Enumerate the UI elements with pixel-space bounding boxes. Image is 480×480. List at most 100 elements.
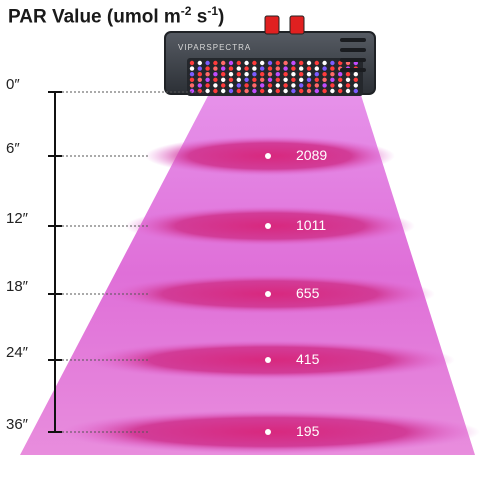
vent-slot bbox=[340, 48, 366, 52]
led bbox=[221, 88, 226, 94]
led bbox=[236, 88, 241, 94]
led bbox=[197, 83, 202, 88]
chart-title: PAR Value (umol m-2 s-1) bbox=[8, 4, 224, 28]
led bbox=[322, 66, 327, 71]
led bbox=[322, 77, 327, 83]
led bbox=[299, 83, 304, 88]
led bbox=[189, 88, 195, 94]
par-value-label: 415 bbox=[296, 351, 320, 367]
led bbox=[299, 60, 304, 66]
led bbox=[267, 66, 273, 71]
led bbox=[330, 72, 335, 77]
led bbox=[244, 72, 249, 77]
par-point bbox=[265, 357, 271, 363]
par-value-label: 2089 bbox=[296, 147, 328, 163]
led bbox=[244, 83, 249, 88]
led bbox=[306, 83, 312, 88]
led bbox=[322, 83, 327, 88]
led bbox=[213, 66, 218, 71]
vent-slot bbox=[340, 38, 366, 42]
led bbox=[345, 77, 351, 83]
brand-logo: VIPARSPECTRA bbox=[178, 43, 251, 52]
led bbox=[260, 88, 265, 94]
vent-slot bbox=[340, 58, 366, 62]
par-point bbox=[265, 291, 271, 297]
led bbox=[338, 88, 343, 94]
led bbox=[291, 77, 296, 83]
par-point bbox=[265, 429, 271, 435]
led bbox=[189, 60, 195, 66]
led bbox=[330, 60, 335, 66]
led bbox=[205, 83, 210, 88]
led bbox=[205, 72, 210, 77]
led bbox=[299, 72, 304, 77]
led bbox=[338, 83, 343, 88]
led bbox=[291, 72, 296, 77]
axis-tick-label: 6″ bbox=[6, 140, 20, 157]
led bbox=[197, 77, 202, 83]
led bbox=[221, 72, 226, 77]
led bbox=[236, 77, 241, 83]
led bbox=[275, 66, 280, 71]
led bbox=[228, 72, 234, 77]
led bbox=[345, 88, 351, 94]
led bbox=[252, 60, 257, 66]
power-switch-1 bbox=[264, 15, 280, 35]
led bbox=[275, 83, 280, 88]
led bbox=[353, 88, 358, 94]
led bbox=[197, 88, 202, 94]
led bbox=[314, 72, 319, 77]
led bbox=[314, 77, 319, 83]
led bbox=[306, 60, 312, 66]
led bbox=[244, 60, 249, 66]
led bbox=[291, 83, 296, 88]
led bbox=[189, 66, 195, 71]
led bbox=[213, 83, 218, 88]
led bbox=[283, 72, 288, 77]
led bbox=[306, 77, 312, 83]
led bbox=[213, 88, 218, 94]
led bbox=[267, 88, 273, 94]
led bbox=[260, 77, 265, 83]
led bbox=[353, 83, 358, 88]
power-switch-2 bbox=[289, 15, 305, 35]
led bbox=[322, 60, 327, 66]
led bbox=[306, 88, 312, 94]
led bbox=[338, 60, 343, 66]
led bbox=[306, 72, 312, 77]
led bbox=[338, 77, 343, 83]
led bbox=[189, 83, 195, 88]
axis-tick-label: 18″ bbox=[6, 278, 28, 295]
led bbox=[221, 66, 226, 71]
title-close: ) bbox=[218, 6, 225, 28]
led bbox=[189, 72, 195, 77]
led bbox=[260, 66, 265, 71]
led bbox=[221, 77, 226, 83]
led bbox=[330, 83, 335, 88]
axis-tick-label: 0″ bbox=[6, 76, 20, 93]
led bbox=[299, 77, 304, 83]
led bbox=[353, 77, 358, 83]
led bbox=[236, 72, 241, 77]
led bbox=[260, 83, 265, 88]
par-point bbox=[265, 153, 271, 159]
led bbox=[205, 60, 210, 66]
led bbox=[260, 60, 265, 66]
axis-tick-label: 12″ bbox=[6, 210, 28, 227]
led bbox=[291, 60, 296, 66]
par-value-label: 1011 bbox=[296, 217, 327, 233]
led bbox=[291, 88, 296, 94]
led bbox=[221, 60, 226, 66]
led bbox=[252, 66, 257, 71]
led bbox=[314, 66, 319, 71]
led bbox=[314, 60, 319, 66]
led bbox=[291, 66, 296, 71]
led bbox=[283, 83, 288, 88]
led bbox=[299, 88, 304, 94]
led bbox=[275, 60, 280, 66]
led bbox=[330, 77, 335, 83]
led bbox=[338, 72, 343, 77]
title-exp2: -1 bbox=[207, 4, 218, 18]
led bbox=[330, 66, 335, 71]
led bbox=[228, 66, 234, 71]
